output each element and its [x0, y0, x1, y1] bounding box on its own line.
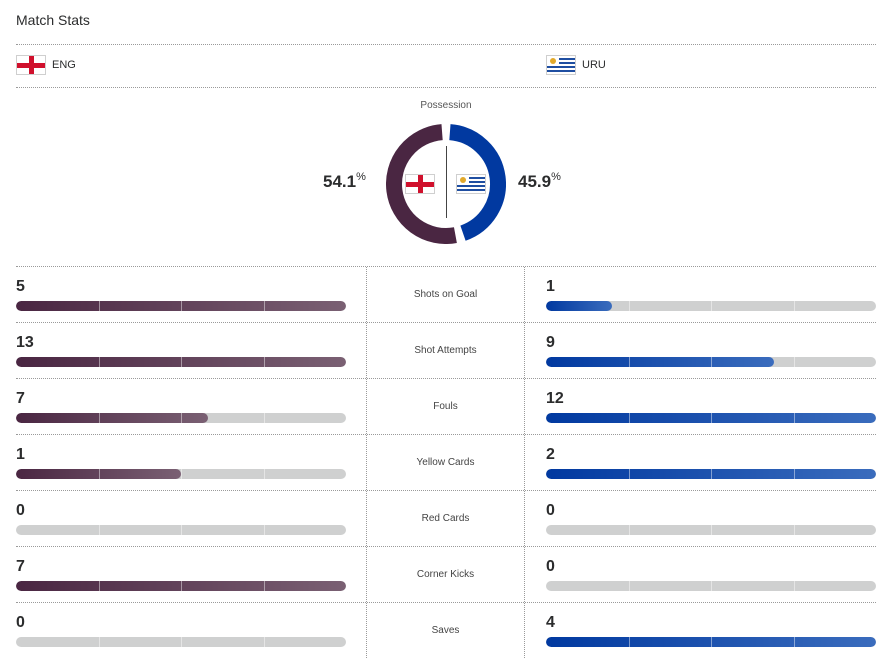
england-flag-icon	[405, 174, 435, 194]
uruguay-flag-icon	[546, 55, 576, 75]
team-home: ENG	[16, 55, 76, 75]
stat-away-value: 9	[546, 334, 555, 351]
stat-away-bar	[546, 469, 876, 479]
team-home-abbr: ENG	[52, 59, 76, 71]
stat-away-bar-fill	[546, 301, 612, 311]
stat-away-bar-fill	[546, 357, 775, 367]
team-away-abbr: URU	[582, 59, 606, 71]
stat-home-bar-fill	[16, 357, 346, 367]
stat-home-value: 13	[16, 334, 34, 351]
stat-away-bar	[546, 525, 876, 535]
stat-away-value: 4	[546, 614, 555, 631]
stat-row: 1 Yellow Cards 2	[16, 434, 876, 490]
possession-home-value: 54.1%	[323, 171, 366, 191]
stat-away-bar-fill	[546, 469, 876, 479]
stat-home-value: 7	[16, 558, 25, 575]
stat-home-value: 7	[16, 390, 25, 407]
stats-table: 5 Shots on Goal 1 13 Shot Attempts 9 7 F…	[16, 266, 876, 658]
stat-home-bar-fill	[16, 469, 181, 479]
stat-home-bar-fill	[16, 301, 346, 311]
donut-divider	[446, 146, 447, 218]
stat-row: 0 Red Cards 0	[16, 490, 876, 546]
divider	[16, 44, 876, 45]
possession-label: Possession	[420, 100, 472, 111]
stat-home-bar	[16, 637, 346, 647]
possession-donut	[386, 124, 506, 244]
england-flag-icon	[16, 55, 46, 75]
stat-away-value: 12	[546, 390, 564, 407]
possession-away-arc	[448, 124, 506, 241]
stat-home-value: 0	[16, 614, 25, 631]
stat-label: Saves	[366, 603, 525, 658]
possession-away-value: 45.9%	[518, 171, 561, 191]
stat-home-bar	[16, 581, 346, 591]
uruguay-flag-icon	[456, 174, 486, 194]
divider	[16, 87, 876, 88]
stat-away-value: 1	[546, 278, 555, 295]
stat-away-bar	[546, 413, 876, 423]
stat-row: 0 Saves 4	[16, 602, 876, 658]
stat-home-value: 1	[16, 446, 25, 463]
stat-label: Fouls	[366, 379, 525, 434]
stat-home-value: 0	[16, 502, 25, 519]
page-title: Match Stats	[16, 12, 90, 28]
stat-home-value: 5	[16, 278, 25, 295]
stat-away-value: 0	[546, 558, 555, 575]
stat-home-bar-fill	[16, 413, 209, 423]
stat-away-bar	[546, 357, 876, 367]
stat-home-bar	[16, 301, 346, 311]
team-away: URU	[546, 55, 606, 75]
stat-label: Corner Kicks	[366, 547, 525, 602]
stat-row: 5 Shots on Goal 1	[16, 266, 876, 322]
stat-away-bar	[546, 637, 876, 647]
stat-away-value: 2	[546, 446, 555, 463]
stat-row: 7 Fouls 12	[16, 378, 876, 434]
stat-home-bar	[16, 525, 346, 535]
stat-home-bar	[16, 469, 346, 479]
stat-label: Shot Attempts	[366, 323, 525, 378]
possession-home-arc	[386, 124, 457, 244]
stat-label: Red Cards	[366, 491, 525, 546]
stat-home-bar	[16, 413, 346, 423]
stat-away-bar-fill	[546, 637, 876, 647]
stat-away-value: 0	[546, 502, 555, 519]
stat-label: Shots on Goal	[366, 267, 525, 322]
stat-home-bar-fill	[16, 581, 346, 591]
stat-row: 13 Shot Attempts 9	[16, 322, 876, 378]
stat-label: Yellow Cards	[366, 435, 525, 490]
stat-away-bar	[546, 301, 876, 311]
stat-away-bar-fill	[546, 413, 876, 423]
stat-away-bar	[546, 581, 876, 591]
stat-home-bar	[16, 357, 346, 367]
stat-row: 7 Corner Kicks 0	[16, 546, 876, 602]
